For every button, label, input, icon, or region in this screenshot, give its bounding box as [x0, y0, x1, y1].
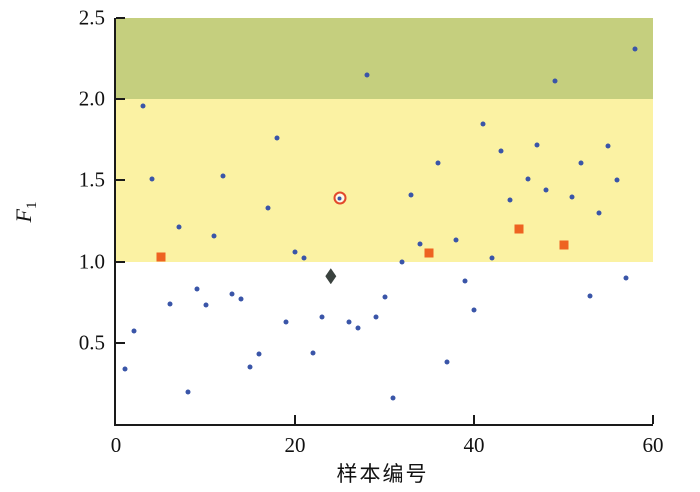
data-point-normal-samples: [310, 350, 316, 356]
data-point-normal-samples: [552, 78, 558, 84]
y-axis-tick-label: 2.0: [78, 86, 105, 111]
y-axis-tick-label: 2.5: [78, 5, 105, 30]
data-point-normal-samples: [605, 143, 611, 149]
y-axis-title: F1: [11, 202, 41, 223]
data-point-normal-samples: [355, 325, 361, 331]
y-axis-tick-label: 1.5: [78, 167, 105, 192]
data-point-normal-samples: [623, 275, 629, 281]
y-axis-title-subscript: 1: [24, 201, 41, 210]
data-point-square-samples: [559, 240, 568, 250]
data-point-square-samples: [156, 252, 166, 262]
data-point-normal-samples: [122, 366, 128, 372]
data-point-normal-samples: [229, 291, 235, 297]
data-point-normal-samples: [408, 192, 414, 198]
y-axis-title-symbol: F: [10, 209, 36, 223]
data-point-circled-sample-center: [337, 196, 342, 201]
data-point-normal-samples: [578, 160, 584, 166]
data-point-normal-samples: [471, 307, 477, 313]
data-point-normal-samples: [140, 103, 146, 109]
data-point-normal-samples: [543, 187, 549, 193]
data-point-normal-samples: [203, 302, 208, 308]
data-point-square-samples: [514, 224, 524, 234]
data-point-normal-samples: [176, 224, 182, 230]
data-point-normal-samples: [292, 249, 298, 255]
middle-yellow-zone: [116, 99, 653, 262]
y-axis-tick-label: 0.5: [78, 330, 105, 355]
x-axis-tick-label: 0: [110, 433, 122, 457]
data-point-normal-samples: [507, 197, 513, 203]
data-point-normal-samples: [346, 319, 352, 325]
data-point-normal-samples: [301, 255, 307, 261]
x-axis-tick-label: 20: [284, 433, 306, 457]
data-point-normal-samples: [265, 205, 271, 211]
plot-area: 0 20 40 60 0.5 1.0 1.5 2.0 2.5: [79, 6, 664, 458]
y-axis-tick: [116, 17, 125, 19]
y-axis-tick-label: 1.0: [78, 249, 105, 274]
y-axis-tick: [116, 98, 125, 101]
data-point-normal-samples: [390, 395, 396, 401]
y-axis-tick: [116, 179, 125, 182]
data-point-normal-samples: [498, 148, 504, 154]
data-point-normal-samples: [167, 301, 173, 307]
data-point-normal-samples: [256, 351, 262, 357]
data-point-normal-samples: [525, 176, 531, 182]
upper-green-zone: [116, 18, 653, 100]
data-point-circled-sample: [333, 191, 347, 205]
data-point-normal-samples: [131, 328, 137, 334]
data-point-normal-samples: [417, 241, 423, 247]
data-point-normal-samples: [364, 72, 370, 78]
x-axis-tick-label: 60: [642, 433, 664, 457]
data-point-normal-samples: [247, 364, 253, 370]
data-point-normal-samples: [587, 293, 593, 299]
data-point-normal-samples: [569, 194, 575, 200]
data-point-normal-samples: [632, 46, 638, 52]
data-point-normal-samples: [185, 389, 191, 395]
data-point-normal-samples: [489, 255, 495, 261]
x-axis-title: 样本编号: [336, 462, 429, 486]
data-point-normal-samples: [399, 259, 405, 265]
data-point-normal-samples: [220, 173, 226, 179]
data-point-normal-samples: [149, 176, 155, 182]
x-axis-tick-label: 40: [463, 433, 485, 457]
data-point-normal-samples: [211, 233, 217, 239]
data-point-normal-samples: [238, 296, 244, 302]
data-point-diamond-sample: [325, 268, 337, 285]
data-point-normal-samples: [319, 314, 325, 320]
data-point-square-samples: [424, 248, 434, 258]
y-axis-tick: [116, 260, 125, 263]
data-point-normal-samples: [453, 237, 459, 243]
data-point-normal-samples: [480, 121, 486, 127]
data-point-normal-samples: [462, 278, 468, 284]
x-axis-tick: [652, 415, 654, 424]
data-point-normal-samples: [373, 314, 379, 320]
x-axis-tick: [294, 415, 296, 424]
data-point-normal-samples: [614, 177, 620, 183]
data-point-normal-samples: [283, 319, 289, 325]
data-point-normal-samples: [194, 286, 200, 292]
data-point-normal-samples: [534, 142, 540, 148]
data-point-normal-samples: [382, 294, 387, 300]
y-axis-tick: [116, 341, 125, 344]
data-point-normal-samples: [596, 210, 602, 216]
data-point-normal-samples: [435, 160, 441, 166]
data-point-normal-samples: [274, 135, 280, 141]
x-axis-tick: [473, 415, 475, 424]
data-point-normal-samples: [444, 359, 450, 365]
